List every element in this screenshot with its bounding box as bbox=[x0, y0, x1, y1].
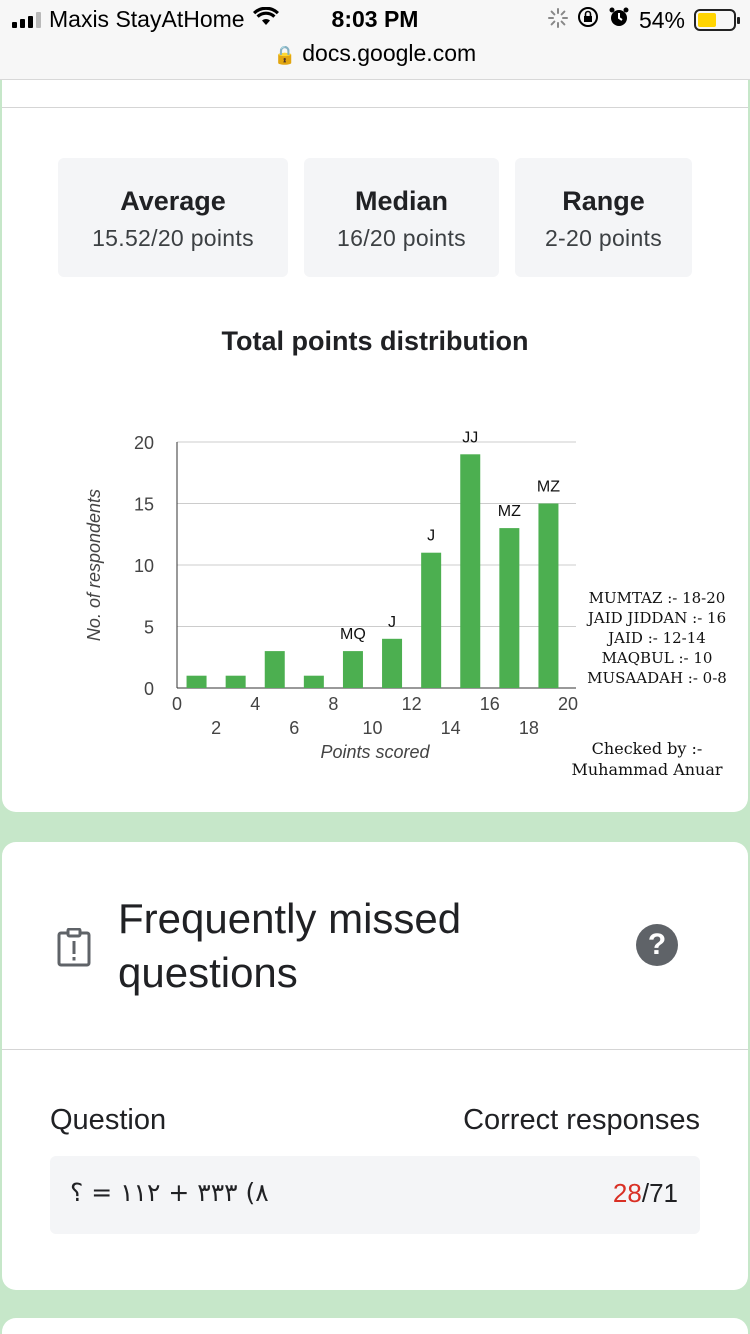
status-right: 54% bbox=[547, 6, 740, 34]
median-value: 16/20 points bbox=[337, 225, 466, 251]
x-tick-label: 14 bbox=[441, 718, 461, 738]
grade-legend-annotation: MUMTAZ :- 18-20 JAID JIDDAN :- 16 JAID :- … bbox=[572, 588, 742, 688]
x-tick-label: 4 bbox=[250, 694, 260, 714]
bar-label: JJ bbox=[462, 429, 478, 446]
address-bar[interactable]: 🔒 docs.google.com bbox=[0, 40, 750, 67]
divider bbox=[2, 1049, 748, 1050]
clock: 8:03 PM bbox=[331, 6, 419, 32]
x-tick-label: 0 bbox=[172, 694, 182, 714]
median-stat: Median 16/20 points bbox=[304, 158, 499, 277]
bar bbox=[421, 552, 442, 688]
x-tick-label: 20 bbox=[558, 694, 578, 714]
x-tick-label: 16 bbox=[480, 694, 500, 714]
y-tick-label: 15 bbox=[134, 495, 154, 515]
next-card bbox=[2, 1318, 748, 1334]
range-label: Range bbox=[562, 186, 645, 216]
legend-line: JAID :- 12-14 bbox=[608, 629, 706, 647]
bar bbox=[225, 675, 246, 688]
status-left: Maxis StayAtHome bbox=[12, 6, 279, 33]
range-stat: Range 2-20 points bbox=[515, 158, 692, 277]
correct-count: 28 bbox=[612, 1178, 642, 1208]
bar bbox=[382, 638, 403, 688]
legend-line: JAID JIDDAN :- 16 bbox=[587, 609, 727, 627]
divider bbox=[2, 107, 748, 108]
bar bbox=[460, 454, 481, 688]
average-value: 15.52/20 points bbox=[92, 225, 254, 251]
lock-icon: 🔒 bbox=[273, 45, 297, 65]
summary-card: Average 15.52/20 points Median 16/20 poi… bbox=[2, 80, 748, 812]
median-label: Median bbox=[354, 186, 448, 216]
question-row[interactable]: ٨) ٣٣٣ + ١١٢ = ؟ 28/71 bbox=[50, 1156, 700, 1234]
frequently-missed-card: Frequently missed questions ? Question C… bbox=[2, 842, 748, 1290]
battery-percent: 54% bbox=[638, 6, 685, 33]
bar bbox=[499, 528, 520, 688]
carrier-name: Maxis StayAtHome bbox=[49, 6, 245, 32]
url-text: docs.google.com bbox=[302, 40, 477, 66]
average-label: Average bbox=[120, 186, 226, 216]
report-issue-icon bbox=[56, 927, 92, 967]
x-tick-label: 18 bbox=[519, 718, 539, 738]
correct-responses-value: 28/71 bbox=[613, 1178, 678, 1209]
x-tick-label: 8 bbox=[328, 694, 338, 714]
bar-label: J bbox=[388, 614, 396, 631]
alarm-icon bbox=[608, 6, 630, 34]
x-axis-title: Points scored bbox=[320, 742, 430, 762]
average-stat: Average 15.52/20 points bbox=[58, 158, 288, 277]
legend-line: MUMTAZ :- 18-20 bbox=[588, 589, 726, 607]
bar bbox=[538, 503, 559, 688]
x-tick-label: 2 bbox=[211, 718, 221, 738]
question-column-header: Question bbox=[50, 1104, 167, 1136]
bar-label: MZ bbox=[498, 503, 521, 520]
question-text: ٨) ٣٣٣ + ١١٢ = ؟ bbox=[70, 1178, 269, 1207]
bar bbox=[342, 651, 363, 688]
checked-by-name: Muhammad Anuar bbox=[571, 760, 723, 779]
rotation-lock-icon bbox=[577, 6, 599, 34]
bar bbox=[186, 675, 207, 688]
legend-line: MUSAADAH :- 0-8 bbox=[587, 669, 727, 687]
correct-responses-column-header: Correct responses bbox=[463, 1104, 700, 1136]
total-count: /71 bbox=[641, 1178, 678, 1208]
checked-by-label: Checked by :- bbox=[591, 739, 703, 758]
y-tick-label: 5 bbox=[144, 618, 154, 638]
bar-label: MZ bbox=[537, 479, 560, 496]
bar-label: J bbox=[427, 528, 435, 545]
loading-spinner-icon bbox=[547, 7, 568, 34]
y-tick-label: 20 bbox=[134, 433, 154, 453]
checked-by-annotation: Checked by :- Muhammad Anuar bbox=[562, 738, 732, 780]
y-axis-title: No. of respondents bbox=[84, 489, 104, 641]
battery-icon bbox=[694, 9, 740, 31]
signal-icon bbox=[12, 11, 41, 28]
help-icon[interactable]: ? bbox=[636, 924, 678, 966]
range-value: 2-20 points bbox=[544, 225, 663, 251]
status-bar: Maxis StayAtHome 8:03 PM 54% 🔒 docs.googl… bbox=[0, 0, 750, 80]
y-tick-label: 0 bbox=[144, 679, 154, 699]
chart-title: Total points distribution bbox=[221, 326, 529, 356]
y-tick-label: 10 bbox=[134, 556, 154, 576]
x-tick-label: 10 bbox=[362, 718, 382, 738]
section-title: Frequently missed questions bbox=[118, 895, 462, 996]
wifi-icon bbox=[252, 6, 279, 33]
legend-line: MAQBUL :- 10 bbox=[601, 649, 713, 667]
bar-label: MQ bbox=[340, 626, 366, 643]
x-tick-label: 6 bbox=[289, 718, 299, 738]
bar bbox=[264, 651, 285, 688]
bar bbox=[303, 675, 324, 688]
x-tick-label: 12 bbox=[402, 694, 422, 714]
